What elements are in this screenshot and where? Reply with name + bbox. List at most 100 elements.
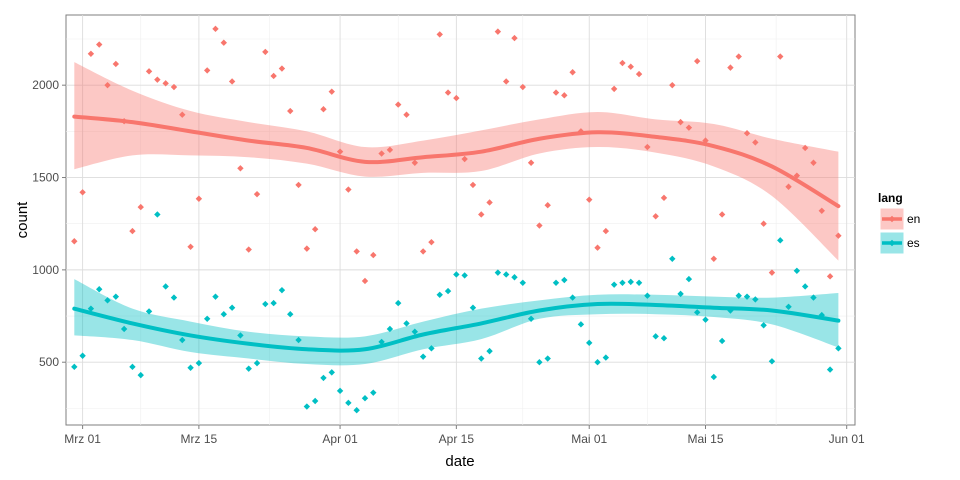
point-es [826,366,834,373]
point-en [660,194,668,202]
legend-label-en: en [907,212,920,226]
point-en [826,273,834,280]
point-es [145,308,153,315]
point-en [320,105,327,113]
point-en [220,39,227,46]
legend-key-point-en [888,215,896,223]
point-en [486,199,493,206]
legend-title: lang [878,191,903,205]
point-en [752,139,759,146]
point-es [777,237,784,244]
point-es [411,328,419,335]
point-en [743,129,751,137]
point-es [262,300,269,308]
point-es [336,387,344,395]
point-es [810,294,817,301]
point-es [669,255,676,262]
plot-panel [65,14,856,426]
point-es [801,283,809,290]
point-es [453,271,460,278]
point-es [428,345,435,352]
y-tick-label: 1500 [32,171,59,185]
point-en [79,189,86,196]
point-en [395,101,402,108]
point-en [478,211,485,218]
point-es [519,279,526,286]
point-en [469,181,477,189]
point-es [137,371,144,379]
point-en [212,25,219,33]
y-axis-title: count [14,201,31,239]
point-es [835,345,842,352]
point-en [328,88,335,95]
point-en [353,248,360,255]
point-es [386,325,394,333]
point-es [170,294,178,301]
point-es [237,332,244,339]
point-es [652,333,659,340]
point-es [328,369,335,376]
point-en [436,31,443,38]
point-es [511,274,518,281]
point-es [644,292,651,299]
point-en [253,190,261,198]
point-en [586,196,593,203]
point-en [818,207,825,214]
point-en [677,118,684,126]
point-en [694,57,701,65]
point-es [203,315,211,323]
point-en [561,92,568,99]
point-es [353,407,360,414]
point-en [336,148,344,155]
point-es [370,389,377,396]
point-en [87,50,95,57]
point-en [96,41,103,48]
point-en [718,211,726,218]
x-tick-label: Mrz 15 [181,432,218,446]
point-en [237,165,244,172]
point-en [502,78,510,85]
point-en [403,111,410,118]
point-en [552,89,560,96]
x-tick-label: Mai 01 [571,432,607,446]
point-es [685,275,693,283]
point-es [735,292,742,299]
point-en [602,227,610,235]
point-es [154,211,161,218]
legend-label-es: es [907,236,920,250]
point-es [436,291,443,298]
point-es [552,279,560,286]
y-tick-label: 2000 [32,78,59,92]
y-axis: 500 1000 1500 2000 [32,78,66,369]
point-es [660,334,668,342]
point-es [718,337,726,345]
x-tick-label: Jun 01 [829,432,865,446]
y-tick-label: 1000 [32,263,59,277]
point-es [195,359,203,367]
data-points [71,25,842,414]
point-en [104,81,111,89]
point-es [270,299,277,307]
y-tick-label: 500 [39,355,59,369]
point-es [785,303,792,311]
point-es [403,320,410,327]
point-es [561,276,568,284]
point-es [212,293,219,300]
point-en [170,83,178,91]
point-es [486,347,493,355]
legend: lang en es [878,191,920,255]
point-es [752,296,759,303]
point-es [793,267,801,274]
point-es [187,364,194,371]
point-es [478,355,485,362]
point-en [203,67,211,74]
point-en [644,143,651,151]
point-en [511,34,518,42]
point-es [677,290,684,298]
point-en [652,213,659,220]
point-en [295,181,302,189]
point-es [502,271,510,278]
point-en [727,64,734,71]
smooth-line-en [72,114,841,209]
